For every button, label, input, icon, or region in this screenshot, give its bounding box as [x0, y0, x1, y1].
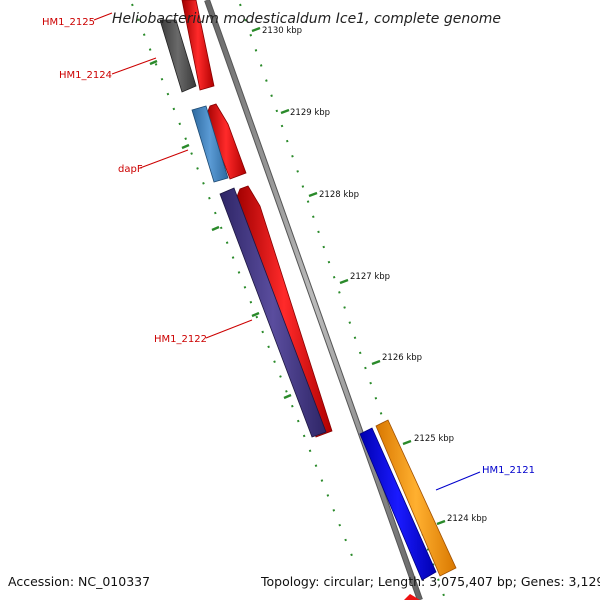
gene-hm1-2125-arrow[interactable] [181, 0, 215, 91]
backbone [204, 0, 423, 600]
tick-labels: 2130 kbp 2129 kbp 2128 kbp 2127 kbp 2126… [262, 26, 487, 524]
gene-label-dapf[interactable]: dapF [118, 164, 143, 175]
gene-blue-cds[interactable] [359, 427, 437, 581]
tick-label: 2127 kbp [350, 272, 390, 282]
tick-label: 2130 kbp [262, 26, 302, 36]
tick-label: 2128 kbp [319, 190, 359, 200]
gene-label-hm1-2121[interactable]: HM1_2121 [482, 465, 535, 476]
topology-text: Topology: circular; Length: 3,075,407 bp… [260, 574, 600, 589]
gene-purple-cds[interactable] [219, 187, 327, 438]
gene-gray-cds[interactable] [159, 19, 197, 93]
forward-cds-group [181, 0, 420, 600]
reverse-cds-group [159, 19, 457, 581]
accession-text: Accession: NC_010337 [8, 574, 150, 589]
footer: Accession: NC_010337 Topology: circular;… [8, 574, 600, 589]
page-title: Heliobacterium modesticaldum Ice1, compl… [112, 11, 501, 27]
tick-label: 2124 kbp [447, 514, 487, 524]
gene-orange-cds[interactable] [375, 419, 457, 577]
inner-major-ticks [149, 59, 292, 400]
major-ticks [251, 26, 446, 526]
tick-label: 2129 kbp [290, 108, 330, 118]
tick-label: 2126 kbp [382, 353, 422, 363]
gene-hm1-2124-arrow[interactable] [205, 103, 247, 180]
gene-dapf-arrow[interactable] [235, 185, 333, 438]
tick-label: 2125 kbp [414, 434, 454, 444]
gene-labels: HM1_2125 HM1_2124 dapF HM1_2122 HM1_2121 [42, 12, 535, 491]
gene-label-hm1-2122[interactable]: HM1_2122 [154, 334, 207, 345]
gene-label-hm1-2125[interactable]: HM1_2125 [42, 17, 95, 28]
gene-label-hm1-2124[interactable]: HM1_2124 [59, 70, 112, 81]
gene-steelblue-cds[interactable] [191, 105, 229, 183]
gene-partial-bottom-arrow[interactable] [404, 594, 420, 600]
